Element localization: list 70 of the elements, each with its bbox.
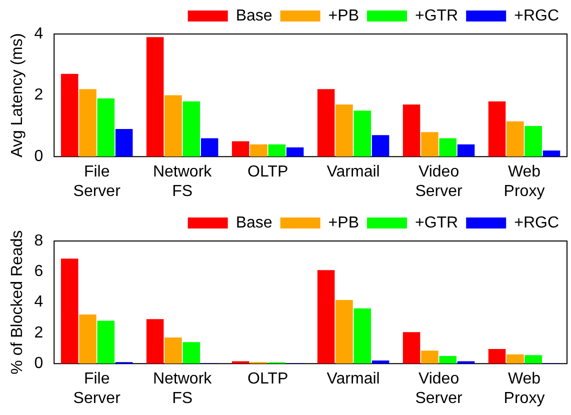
- bar: [60, 258, 78, 364]
- bar: [439, 138, 456, 157]
- bar: [317, 89, 335, 157]
- bar: [372, 135, 390, 157]
- y-axis-title: Avg Latency (ms): [9, 33, 26, 158]
- bar: [286, 147, 304, 157]
- x-tick-label: Varmail: [326, 164, 380, 181]
- bar: [60, 74, 78, 157]
- bar: [317, 270, 335, 364]
- legend-label: Base: [236, 214, 272, 232]
- bar: [488, 349, 506, 364]
- x-tick-label: OLTP: [248, 370, 288, 388]
- bar: [372, 360, 390, 364]
- bar: [439, 356, 456, 364]
- bar: [182, 101, 200, 157]
- bar: [97, 98, 115, 157]
- bar: [232, 141, 250, 157]
- y-tick-label: 4: [34, 25, 44, 42]
- bar: [402, 104, 420, 157]
- bar: [506, 121, 524, 157]
- bar: [488, 101, 506, 157]
- bar: [354, 308, 371, 364]
- x-tick-label: File Server: [73, 164, 122, 200]
- bar: [402, 332, 420, 364]
- bar: [146, 319, 164, 364]
- bar: [79, 314, 96, 364]
- legend-label: +GTR: [414, 7, 458, 24]
- x-tick-label: File Server: [73, 370, 122, 407]
- x-tick-label: Network FS: [152, 370, 213, 407]
- bar: [115, 129, 133, 157]
- bar: [164, 95, 182, 157]
- bar: [524, 355, 542, 364]
- bar: [200, 138, 218, 157]
- legend-label: +PB: [328, 214, 359, 232]
- y-axis-title: % of Blocked Reads: [9, 230, 26, 374]
- legend-label: +PB: [328, 7, 359, 24]
- x-tick-label: Varmail: [326, 370, 380, 388]
- x-tick-label: Network FS: [152, 164, 213, 200]
- y-tick-label: 2: [34, 86, 44, 104]
- bar: [250, 144, 268, 157]
- legend-label: Base: [236, 7, 272, 24]
- legend-label: +RGC: [514, 214, 560, 232]
- bar: [79, 89, 96, 157]
- bar: [506, 354, 524, 364]
- bar: [354, 110, 371, 157]
- y-tick-label: 8: [34, 232, 44, 250]
- bar: [268, 144, 286, 157]
- y-tick-label: 6: [34, 263, 44, 280]
- bar: [182, 342, 200, 364]
- bar: [146, 37, 164, 157]
- bar: [421, 350, 438, 364]
- y-tick-label: 4: [34, 294, 44, 311]
- x-tick-label: Video Server: [415, 164, 464, 200]
- x-tick-label: Video Server: [415, 370, 464, 407]
- bar: [336, 300, 353, 364]
- legend-label: +RGC: [514, 7, 560, 24]
- bar: [457, 144, 475, 157]
- bar: [97, 320, 115, 364]
- y-tick-label: 0: [34, 148, 44, 166]
- bar: [421, 132, 438, 157]
- x-tick-label: Web Proxy: [504, 370, 545, 407]
- x-tick-label: Web Proxy: [504, 164, 545, 200]
- bar: [164, 338, 182, 364]
- legend-label: +GTR: [414, 214, 458, 232]
- x-tick-label: OLTP: [248, 164, 288, 181]
- bar: [542, 150, 560, 157]
- bar: [336, 104, 353, 157]
- y-tick-label: 2: [34, 324, 44, 342]
- y-tick-label: 0: [34, 355, 44, 372]
- bar: [524, 126, 542, 157]
